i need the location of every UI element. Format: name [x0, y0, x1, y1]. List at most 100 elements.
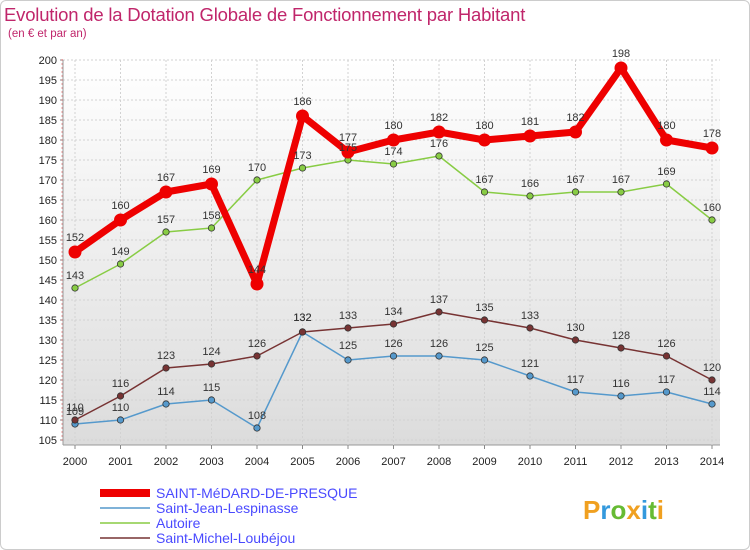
data-label: 120 — [703, 362, 721, 374]
data-label: 133 — [339, 310, 357, 322]
data-label: 198 — [612, 48, 630, 60]
data-label: 167 — [612, 174, 630, 186]
data-point — [708, 376, 716, 384]
data-point — [569, 125, 582, 139]
data-label: 117 — [658, 374, 676, 386]
y-tick-label: 165 — [39, 195, 57, 207]
data-point — [341, 145, 355, 159]
legend-label: Saint-Michel-Loubéjou — [156, 530, 295, 546]
data-point — [344, 324, 352, 332]
logo-letter: x — [626, 495, 641, 525]
data-point — [435, 308, 443, 316]
data-point — [571, 388, 580, 396]
data-label: 152 — [66, 232, 84, 244]
data-label: 117 — [567, 374, 585, 386]
data-point — [114, 213, 127, 227]
y-tick-label: 115 — [39, 395, 57, 407]
x-tick-label: 2000 — [63, 456, 87, 468]
data-label: 174 — [384, 146, 402, 158]
logo-letter: o — [610, 495, 626, 525]
data-label: 149 — [111, 246, 129, 258]
chart-title: Evolution de la Dotation Globale de Fonc… — [4, 4, 526, 25]
data-point — [298, 328, 307, 336]
data-point — [614, 61, 628, 75]
data-point — [116, 416, 125, 424]
data-label: 180 — [657, 120, 675, 132]
y-tick-label: 105 — [39, 435, 57, 447]
y-tick-label: 175 — [39, 155, 57, 167]
y-tick-label: 195 — [39, 75, 57, 87]
logo-letter: i — [657, 495, 664, 525]
data-point — [708, 216, 716, 224]
y-tick-label: 135 — [39, 315, 57, 327]
data-point — [389, 160, 398, 168]
data-label: 123 — [157, 350, 175, 362]
data-point — [480, 316, 489, 324]
data-label: 177 — [339, 132, 357, 144]
data-label: 167 — [475, 174, 493, 186]
data-point — [662, 180, 671, 188]
data-point — [571, 188, 580, 196]
data-label: 144 — [248, 264, 266, 276]
x-tick-label: 2003 — [199, 456, 223, 468]
data-point — [617, 392, 625, 400]
data-point — [480, 188, 489, 196]
data-label: 160 — [111, 200, 129, 212]
legend-label: SAINT-MéDARD-DE-PRESQUE — [156, 485, 357, 501]
data-label: 175 — [339, 142, 357, 154]
data-point — [344, 356, 352, 364]
data-label: 110 — [112, 402, 130, 414]
data-label: 133 — [521, 310, 539, 322]
data-label: 170 — [248, 162, 266, 174]
data-point — [660, 133, 673, 147]
chart-subtitle: (en € et par an) — [8, 28, 87, 40]
data-label: 114 — [157, 386, 175, 398]
data-label: 143 — [66, 270, 84, 282]
data-point — [253, 176, 261, 184]
data-label: 180 — [475, 120, 493, 132]
data-point — [253, 352, 261, 360]
data-point — [207, 224, 216, 232]
data-label: 169 — [202, 164, 220, 176]
data-label: 128 — [612, 330, 630, 342]
data-label: 126 — [384, 338, 402, 350]
data-point — [162, 228, 170, 236]
data-point — [662, 388, 671, 396]
data-point — [253, 424, 261, 432]
y-tick-label: 180 — [39, 135, 57, 147]
data-label: 160 — [703, 202, 721, 214]
x-tick-label: 2007 — [381, 456, 405, 468]
data-point — [250, 277, 264, 291]
data-label: 130 — [566, 322, 584, 334]
y-tick-label: 190 — [39, 95, 57, 107]
y-tick-label: 120 — [39, 375, 57, 387]
data-point — [526, 372, 534, 380]
data-point — [705, 141, 719, 155]
y-tick-label: 160 — [39, 215, 57, 227]
logo-letter: P — [583, 495, 600, 525]
data-point — [298, 164, 307, 172]
data-label: 182 — [430, 112, 448, 124]
proxiti-logo: Proxiti — [583, 495, 664, 525]
data-label: 108 — [248, 410, 266, 422]
data-label: 110 — [66, 402, 84, 414]
data-label: 125 — [339, 340, 357, 352]
data-label: 173 — [293, 150, 311, 162]
data-label: 135 — [475, 302, 493, 314]
legend-label: Autoire — [156, 515, 201, 531]
logo-letter: t — [648, 495, 657, 525]
logo-letter: r — [600, 495, 610, 525]
data-label: 134 — [384, 306, 402, 318]
data-label: 125 — [475, 342, 493, 354]
data-label: 186 — [293, 96, 311, 108]
data-label: 167 — [157, 172, 175, 184]
data-point — [523, 129, 537, 143]
data-point — [389, 352, 398, 360]
data-label: 167 — [566, 174, 584, 186]
y-tick-label: 140 — [39, 295, 57, 307]
data-point — [526, 324, 534, 332]
data-label: 181 — [521, 116, 539, 128]
data-label: 137 — [430, 294, 448, 306]
logo-letter: i — [641, 495, 648, 525]
y-tick-label: 125 — [39, 355, 57, 367]
